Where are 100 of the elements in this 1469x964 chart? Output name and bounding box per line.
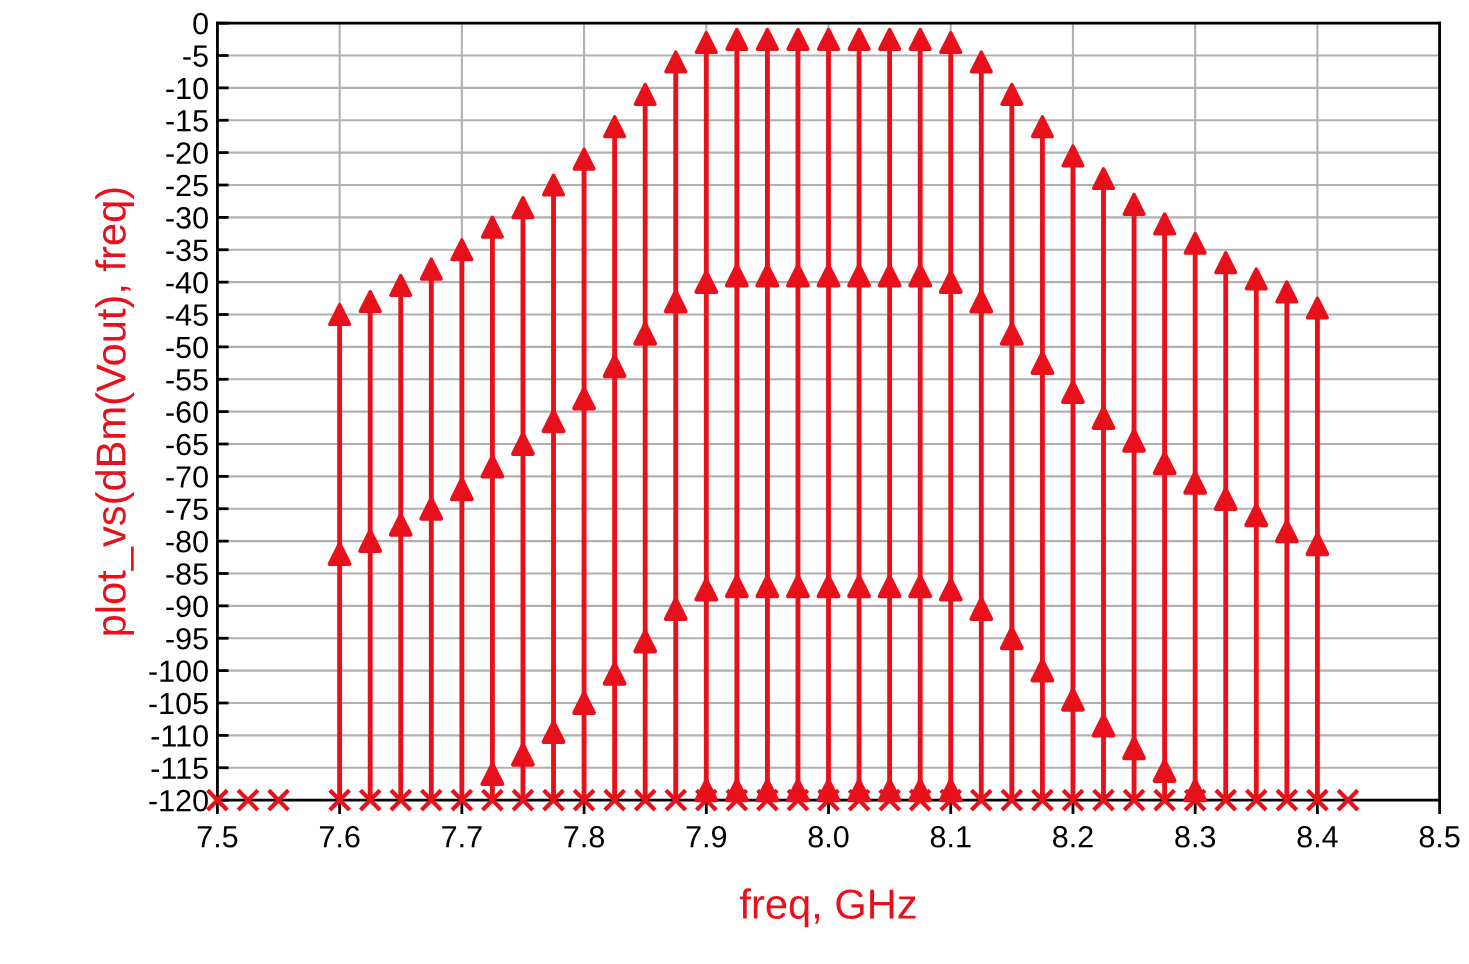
point <box>1091 713 1116 738</box>
point <box>816 788 841 813</box>
point <box>694 788 719 813</box>
point <box>908 574 933 599</box>
point <box>480 762 505 787</box>
point <box>847 27 871 51</box>
x-tick-label: 8.4 <box>1297 825 1338 848</box>
point <box>786 574 810 599</box>
point <box>449 788 474 813</box>
point <box>755 788 780 813</box>
point <box>1061 788 1085 813</box>
point <box>327 788 352 813</box>
y-tick-label: -85 <box>166 563 208 585</box>
point <box>755 574 780 599</box>
point <box>603 115 627 139</box>
point <box>1152 759 1177 783</box>
point <box>664 50 688 74</box>
y-tick-label: -10 <box>166 77 208 100</box>
point <box>1183 231 1207 255</box>
point <box>572 147 596 171</box>
y-tick-label: -20 <box>166 142 208 165</box>
y-tick-label: -75 <box>166 498 208 521</box>
x-tick-label: 7.7 <box>442 826 482 848</box>
point <box>999 322 1024 346</box>
point <box>1122 192 1146 216</box>
point <box>786 263 810 288</box>
point <box>938 577 963 602</box>
y-tick-label: -35 <box>166 239 208 262</box>
x-tick-label: 8.2 <box>1053 825 1093 848</box>
x-tick-label: 7.8 <box>564 825 604 848</box>
point <box>877 263 902 288</box>
point <box>480 454 505 479</box>
point <box>602 788 627 813</box>
point <box>1061 144 1085 168</box>
point <box>541 409 566 434</box>
point <box>847 788 871 813</box>
point <box>1336 788 1360 813</box>
point <box>1153 212 1177 236</box>
point <box>389 273 413 297</box>
point <box>572 691 596 715</box>
y-tick-label: 0 <box>193 12 208 35</box>
point <box>908 263 933 288</box>
x-tick-label: 7.9 <box>686 825 727 848</box>
y-tick-label: -70 <box>166 466 208 488</box>
point <box>511 788 535 813</box>
point <box>236 788 260 813</box>
point <box>450 238 474 262</box>
point <box>419 257 443 281</box>
point <box>1122 736 1146 761</box>
point <box>938 270 963 295</box>
x-tick-label: 8.3 <box>1175 825 1216 848</box>
point <box>816 574 841 599</box>
y-tick-label: -120 <box>149 789 208 812</box>
point <box>1214 251 1238 275</box>
point <box>1274 519 1299 544</box>
point <box>1305 532 1330 557</box>
point <box>1213 788 1238 813</box>
point <box>1091 788 1116 813</box>
point <box>572 788 596 813</box>
point <box>327 542 352 566</box>
point <box>572 386 596 411</box>
point <box>969 289 994 314</box>
point <box>1030 658 1055 683</box>
point <box>419 496 444 521</box>
point <box>939 31 963 55</box>
point <box>633 629 658 654</box>
point <box>1244 267 1268 291</box>
point <box>755 27 779 51</box>
x-tick-label: 8.5 <box>1419 825 1460 848</box>
point <box>816 263 841 288</box>
point <box>877 788 902 813</box>
point <box>724 574 749 599</box>
point <box>511 432 535 456</box>
y-tick-label: -80 <box>166 530 208 553</box>
point <box>419 788 444 813</box>
point <box>1183 788 1208 813</box>
point <box>1000 82 1024 106</box>
point <box>328 302 352 327</box>
point <box>1305 788 1330 813</box>
y-tick-label: -60 <box>166 401 208 423</box>
point <box>388 513 413 537</box>
point <box>1030 351 1055 375</box>
point <box>1122 428 1146 453</box>
point <box>633 322 658 346</box>
point <box>1091 166 1116 191</box>
point <box>511 196 535 220</box>
point <box>786 27 810 51</box>
y-tick-label: -105 <box>149 692 208 715</box>
point <box>908 27 932 51</box>
y-tick-label: -55 <box>166 369 208 391</box>
x-axis-title: freq, GHz <box>739 888 916 928</box>
point <box>358 289 382 314</box>
point <box>999 626 1024 651</box>
x-tick-label: 7.5 <box>197 826 238 848</box>
point <box>694 270 719 295</box>
point <box>266 788 291 813</box>
y-axis-title: plot_vs(dBm(Vout), freq) <box>95 188 135 635</box>
point <box>1274 788 1299 813</box>
point <box>358 529 383 554</box>
point <box>847 263 871 288</box>
